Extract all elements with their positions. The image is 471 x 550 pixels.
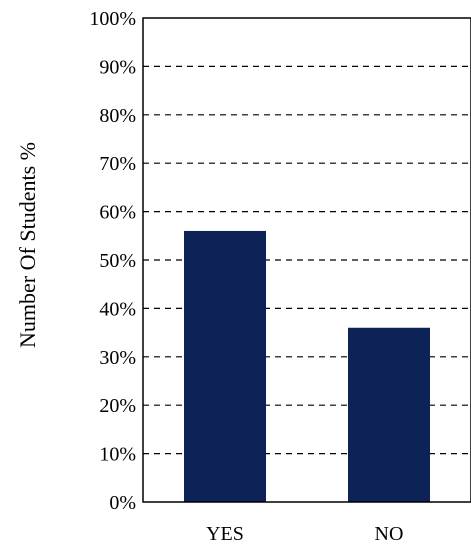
y-tick-label: 80% xyxy=(99,105,136,127)
bar-yes xyxy=(184,230,266,502)
y-tick-label: 20% xyxy=(99,395,136,417)
y-tick-label: 0% xyxy=(109,492,136,514)
x-category-labels: YES NO xyxy=(206,523,403,545)
y-axis-title: Number Of Students % xyxy=(15,142,40,348)
y-tick-label: 40% xyxy=(99,298,136,320)
y-tick-label: 100% xyxy=(89,8,136,30)
y-tick-label: 50% xyxy=(99,250,136,272)
x-category-label: NO xyxy=(375,523,404,545)
axes xyxy=(142,17,471,503)
y-tick-labels: 0% 10% 20% 30% 40% 50% 60% 70% 80% 90% 100% xyxy=(89,8,136,514)
y-tick-label: 60% xyxy=(99,202,136,224)
y-tick-label: 90% xyxy=(99,56,136,78)
bars xyxy=(184,230,430,502)
bar-no xyxy=(348,327,430,502)
y-tick-label: 10% xyxy=(99,444,136,466)
x-category-label: YES xyxy=(206,523,244,545)
y-tick-label: 30% xyxy=(99,347,136,369)
y-tick-label: 70% xyxy=(99,153,136,175)
plot-frame xyxy=(142,17,471,503)
